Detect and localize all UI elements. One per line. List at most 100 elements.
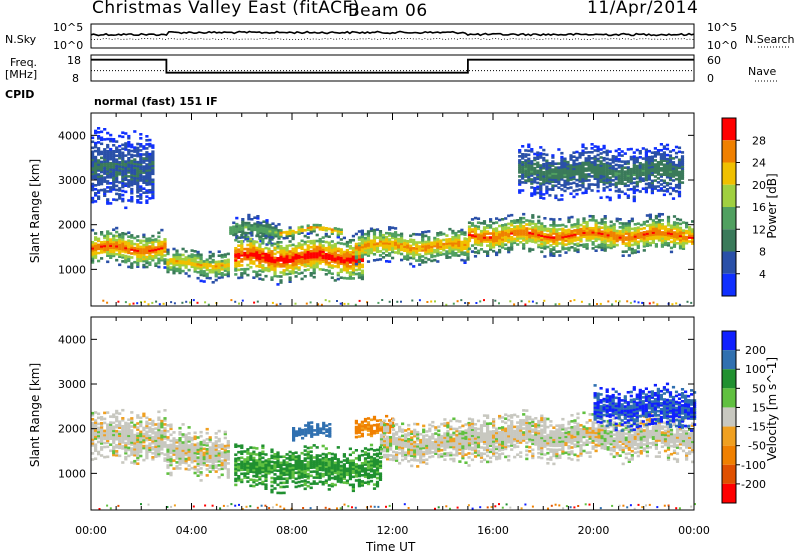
heatmap-cell <box>142 265 146 269</box>
heatmap-cell <box>626 148 630 151</box>
heatmap-cell <box>291 454 295 457</box>
heatmap-cell <box>211 252 215 256</box>
heatmap-cell <box>639 227 643 231</box>
heatmap-cell <box>531 228 535 231</box>
heatmap-cell <box>552 232 556 235</box>
heatmap-cell <box>145 181 149 184</box>
heatmap-cell <box>627 222 631 225</box>
heatmap-cell <box>112 437 116 441</box>
heatmap-cell <box>97 183 101 186</box>
heatmap-cell <box>612 233 616 236</box>
heatmap-cell <box>103 236 107 240</box>
heatmap-cell <box>654 233 658 236</box>
heatmap-cell <box>385 260 389 263</box>
heatmap-cell <box>223 454 227 458</box>
heatmap-cell <box>97 247 101 251</box>
heatmap-cell <box>154 451 158 454</box>
heatmap-cell <box>112 234 116 238</box>
heatmap-cell <box>102 299 105 302</box>
heatmap-cell <box>533 176 537 180</box>
heatmap-cell <box>668 170 673 173</box>
heatmap-cell <box>91 182 95 186</box>
heatmap-cell <box>267 468 271 471</box>
heatmap-cell <box>618 230 622 233</box>
heatmap-cell <box>112 252 116 256</box>
heatmap-cell <box>642 243 646 246</box>
heatmap-cell <box>240 456 244 460</box>
heatmap-cell <box>651 231 655 234</box>
heatmap-cell <box>106 172 110 175</box>
heatmap-cell <box>97 239 101 243</box>
heatmap-cell <box>202 459 206 463</box>
heatmap-cell <box>142 191 146 194</box>
heatmap-cell <box>226 462 230 465</box>
heatmap-cell <box>451 254 455 257</box>
heatmap-cell <box>211 444 215 447</box>
heatmap-cell <box>525 239 529 242</box>
heatmap-cell <box>587 159 591 162</box>
heatmap-cell <box>294 251 298 254</box>
heatmap-cell <box>303 262 307 266</box>
heatmap-cell <box>518 169 522 172</box>
heatmap-cell <box>351 269 355 272</box>
heatmap-cell <box>427 244 431 247</box>
heatmap-cell <box>606 227 610 231</box>
heatmap-cell <box>300 247 304 251</box>
heatmap-cell <box>306 228 310 231</box>
heatmap-cell <box>148 444 152 447</box>
heatmap-cell <box>127 446 131 450</box>
heatmap-cell <box>588 303 591 306</box>
heatmap-cell <box>312 227 316 231</box>
heatmap-cell <box>660 243 664 246</box>
heatmap-cell <box>115 198 119 202</box>
heatmap-cell <box>166 260 170 264</box>
heatmap-cell <box>267 261 271 265</box>
heatmap-cell <box>121 240 125 243</box>
heatmap-cell <box>324 273 328 276</box>
heatmap-cell <box>623 152 627 155</box>
heatmap-cell <box>482 240 487 243</box>
heatmap-cell <box>160 250 164 254</box>
heatmap-cell <box>668 154 673 157</box>
heatmap-cell <box>124 449 128 453</box>
heatmap-cell <box>282 271 286 274</box>
heatmap-cell <box>282 481 286 485</box>
heatmap-cell <box>252 484 256 488</box>
heatmap-cell <box>127 442 131 446</box>
heatmap-cell <box>421 245 425 248</box>
heatmap-cell <box>268 237 272 241</box>
heatmap-cell <box>672 237 677 240</box>
heatmap-cell <box>397 239 401 243</box>
heatmap-cell <box>660 227 664 230</box>
heatmap-cell <box>205 468 209 471</box>
heatmap-cell <box>172 445 176 448</box>
heatmap-cell <box>130 179 134 183</box>
heatmap-cell <box>669 226 674 230</box>
heatmap-cell <box>109 190 113 193</box>
heatmap-cell <box>651 223 655 226</box>
heatmap-cell <box>611 155 615 158</box>
heatmap-cell <box>199 434 203 438</box>
heatmap-cell <box>510 230 514 233</box>
heatmap-cell <box>360 259 364 263</box>
heatmap-cell <box>662 147 666 150</box>
heatmap-cell <box>133 260 137 264</box>
heatmap-cell <box>668 186 673 190</box>
heatmap-cell <box>561 233 565 237</box>
heatmap-cell <box>433 236 437 240</box>
heatmap-cell <box>537 239 541 243</box>
heatmap-cell <box>157 430 161 434</box>
heatmap-cell <box>659 163 663 166</box>
heatmap-cell <box>527 157 531 161</box>
heatmap-cell <box>618 226 622 229</box>
heatmap-cell <box>94 194 98 197</box>
heatmap-cell <box>591 237 595 240</box>
heatmap-cell <box>539 172 543 175</box>
heatmap-cell <box>466 244 470 247</box>
heatmap-cell <box>118 436 122 439</box>
heatmap-cell <box>360 277 364 281</box>
heatmap-cell <box>436 234 440 237</box>
heatmap-cell <box>124 437 128 441</box>
heatmap-cell <box>657 212 661 216</box>
heatmap-cell <box>139 245 143 249</box>
